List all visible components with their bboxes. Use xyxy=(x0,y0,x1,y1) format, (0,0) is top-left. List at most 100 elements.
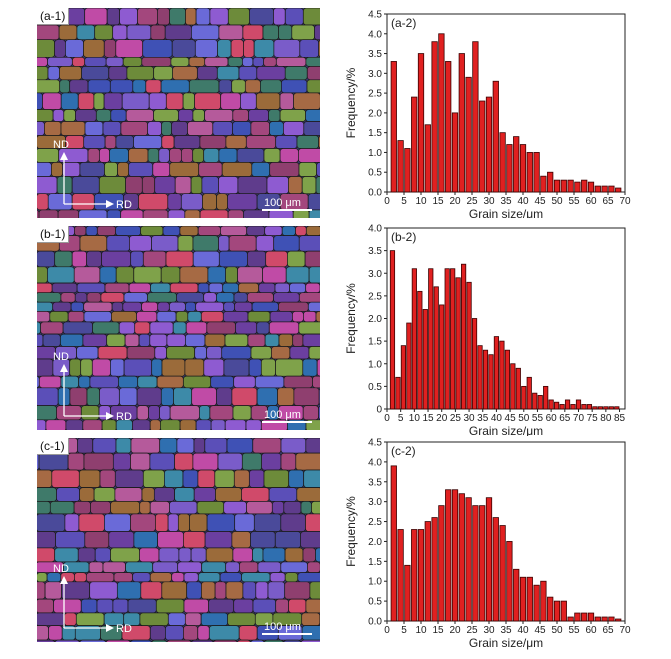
grain xyxy=(252,598,277,614)
grain xyxy=(232,547,253,563)
grain xyxy=(219,572,242,583)
grain xyxy=(230,39,244,58)
grain xyxy=(203,358,225,377)
grain xyxy=(78,513,105,532)
grain xyxy=(262,547,286,563)
grain xyxy=(173,135,201,149)
grain xyxy=(311,501,320,515)
grain xyxy=(237,266,263,284)
grain xyxy=(56,487,80,502)
grain xyxy=(161,121,172,136)
grain xyxy=(307,561,320,573)
grain xyxy=(99,266,117,284)
grain xyxy=(37,121,45,136)
grain xyxy=(188,56,206,67)
grain xyxy=(106,333,126,347)
grain xyxy=(303,121,320,136)
grain xyxy=(140,226,164,236)
grain xyxy=(161,581,188,600)
bar xyxy=(404,564,411,622)
grain xyxy=(37,79,61,94)
nd-arrow-icon xyxy=(60,576,68,584)
bar xyxy=(411,529,418,622)
x-axis: 0 5 10 15 20 25 30 35 40 45 50 55 60 65 70 xyxy=(384,192,631,207)
grain xyxy=(110,501,141,515)
grain xyxy=(194,346,207,360)
grain xyxy=(213,639,238,642)
bar xyxy=(455,277,461,410)
bar xyxy=(574,612,581,622)
grain xyxy=(256,66,286,81)
grain xyxy=(306,79,320,94)
grain xyxy=(244,79,261,94)
grain xyxy=(110,109,127,122)
grain xyxy=(154,176,176,195)
bar xyxy=(608,185,615,193)
grain xyxy=(82,333,108,347)
grain-layer xyxy=(37,438,320,642)
bar xyxy=(488,354,494,410)
x-tick-label: 50 xyxy=(551,196,563,207)
grain xyxy=(114,487,143,502)
grain xyxy=(51,469,80,488)
grain xyxy=(47,193,73,211)
grain xyxy=(122,56,143,67)
grain xyxy=(299,39,320,58)
grain xyxy=(86,387,100,406)
grain xyxy=(76,346,99,360)
grain xyxy=(223,301,235,312)
grain xyxy=(217,39,232,58)
grain xyxy=(283,121,305,136)
bar xyxy=(400,345,407,410)
y-tick-label: 3.0 xyxy=(368,269,382,280)
grain xyxy=(37,66,49,81)
grain xyxy=(73,266,101,284)
x-tick-label: 15 xyxy=(422,413,434,424)
grain xyxy=(51,282,78,294)
x-tick-label: 25 xyxy=(466,625,478,636)
grain xyxy=(59,66,82,81)
bar xyxy=(567,616,574,622)
nd-arrow-icon xyxy=(60,152,68,160)
x-tick-label: 50 xyxy=(551,625,563,636)
grain xyxy=(37,24,60,41)
grain xyxy=(221,346,252,360)
grain xyxy=(209,8,229,26)
grain xyxy=(271,346,291,360)
bar xyxy=(521,385,527,410)
grain xyxy=(84,56,107,67)
grain xyxy=(279,92,294,110)
grain xyxy=(54,39,66,58)
grain xyxy=(296,487,320,502)
bar xyxy=(601,185,608,193)
grain xyxy=(150,282,171,294)
grain xyxy=(302,547,316,563)
grain xyxy=(204,531,233,549)
grain xyxy=(141,487,155,502)
grain xyxy=(60,92,79,110)
bar xyxy=(411,96,418,193)
grain xyxy=(192,235,219,252)
grain xyxy=(305,226,320,236)
grain xyxy=(284,581,311,600)
grain xyxy=(178,109,194,122)
grain xyxy=(243,39,255,58)
grain xyxy=(102,561,126,573)
x-tick-label: 65 xyxy=(559,413,571,424)
grain xyxy=(57,209,80,218)
orientation-map-a: ND RD 100 μm (a-1) xyxy=(37,8,320,218)
grain xyxy=(280,452,297,471)
grain xyxy=(83,301,113,312)
grain xyxy=(169,282,199,294)
grain xyxy=(192,452,219,471)
grain xyxy=(246,226,266,236)
grain xyxy=(281,226,296,236)
grain xyxy=(37,547,56,563)
scale-bar: 100 μm xyxy=(262,197,312,211)
bar xyxy=(422,309,428,410)
grain xyxy=(318,39,320,58)
grain xyxy=(87,79,111,94)
bar-series xyxy=(389,250,620,410)
grain xyxy=(37,176,58,195)
grain xyxy=(103,39,117,58)
